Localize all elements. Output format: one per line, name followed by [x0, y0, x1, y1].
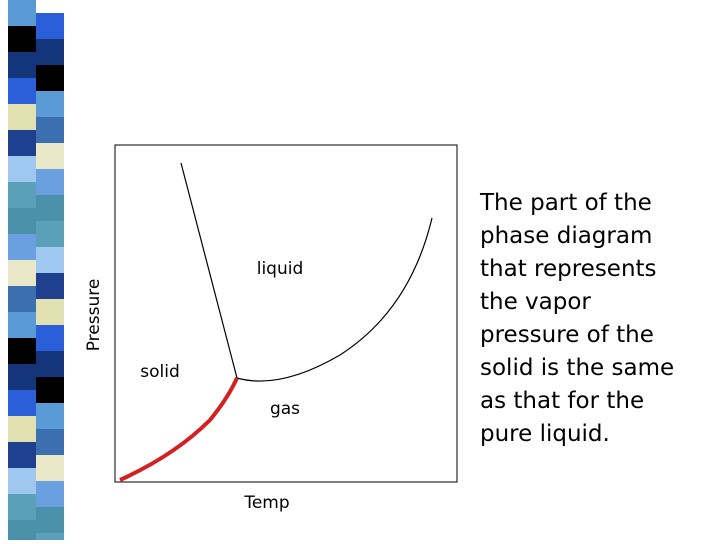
- stripe-block: [8, 416, 36, 442]
- stripe-block: [8, 286, 36, 312]
- stripe-block: [36, 533, 64, 544]
- stripe-block: [36, 377, 64, 403]
- stripe-block: [36, 143, 64, 169]
- stripe-block: [8, 78, 36, 104]
- text-line: pure liquid.: [480, 421, 610, 447]
- stripe-block: [36, 247, 64, 273]
- stripe-block: [8, 52, 36, 78]
- stripe-block: [36, 13, 64, 39]
- stripe-block: [8, 208, 36, 234]
- stripe-block: [8, 338, 36, 364]
- stripe-block: [36, 299, 64, 325]
- y-axis-label: Pressure: [84, 279, 104, 352]
- stripe-block: [8, 130, 36, 156]
- stripe-block: [8, 468, 36, 494]
- stripe-block: [36, 117, 64, 143]
- stripe-block: [36, 507, 64, 533]
- explanation: The part of the phase diagram that represe…: [479, 190, 674, 447]
- stripe-block: [36, 39, 64, 65]
- stripe-block: [8, 520, 36, 544]
- stripe-block: [36, 429, 64, 455]
- solid-label: solid: [140, 362, 180, 382]
- liquid-label: liquid: [257, 259, 304, 279]
- stripe-block: [36, 403, 64, 429]
- text-line: phase diagram: [480, 223, 652, 249]
- stripe-block: [8, 156, 36, 182]
- stripe-block: [36, 273, 64, 299]
- stripe-block: [36, 325, 64, 351]
- stripe-block: [8, 442, 36, 468]
- liquid-gas-curve: [236, 217, 433, 382]
- x-axis-label: Temp: [243, 493, 289, 513]
- text-line: the vapor: [480, 289, 591, 315]
- stripe-block: [36, 351, 64, 377]
- text-line: solid is the same: [480, 355, 674, 381]
- stripe-block: [8, 0, 36, 26]
- diagram-frame: [114, 144, 458, 483]
- text-line: pressure of the: [480, 322, 654, 348]
- stripe-block: [36, 481, 64, 507]
- stripe-block: [8, 104, 36, 130]
- stripe-block: [8, 312, 36, 338]
- stripe-block: [8, 364, 36, 390]
- text-line: The part of the: [479, 190, 652, 216]
- stripe-block: [36, 91, 64, 117]
- stripe-block: [8, 182, 36, 208]
- decorative-stripe: [8, 0, 64, 544]
- stripe-block: [36, 169, 64, 195]
- stripe-block: [8, 390, 36, 416]
- stripe-block: [8, 26, 36, 52]
- text-line: as that for the: [480, 388, 644, 414]
- stripe-block: [8, 260, 36, 286]
- stripe-block: [36, 195, 64, 221]
- solid-liquid-line: [180, 162, 238, 379]
- gas-label: gas: [270, 399, 300, 419]
- stripe-block: [8, 494, 36, 520]
- stripe-block: [36, 65, 64, 91]
- stripe-block: [36, 455, 64, 481]
- solid-gas-curve: [119, 377, 239, 482]
- stripe-block: [8, 234, 36, 260]
- text-line: that represents: [480, 256, 657, 282]
- stripe-block: [36, 221, 64, 247]
